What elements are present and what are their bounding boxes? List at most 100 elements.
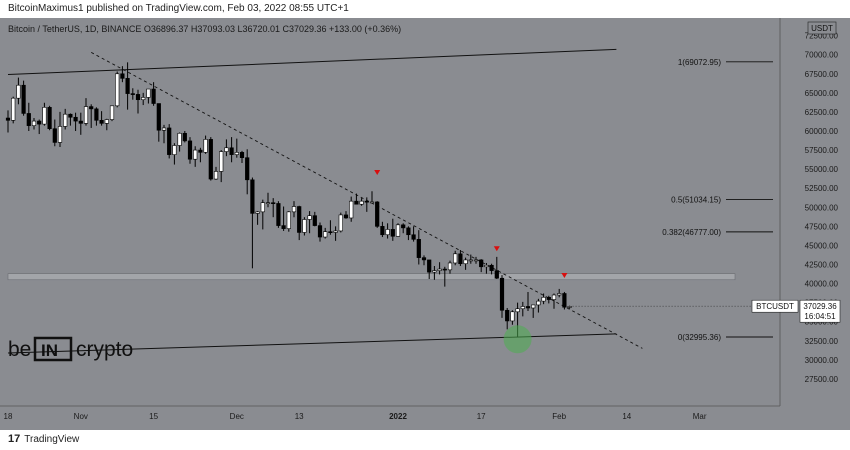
candle — [458, 250, 463, 267]
candle — [307, 211, 312, 234]
currency-badge-box — [807, 21, 837, 35]
x-tick-label: 14 — [622, 412, 631, 421]
y-tick-label: 42500.00 — [805, 260, 839, 269]
candle-body — [239, 152, 245, 158]
candle — [447, 260, 453, 274]
price-tag-value: 37029.36 — [803, 302, 837, 311]
candle — [479, 259, 484, 273]
candle-body — [437, 268, 442, 271]
candle-body — [42, 107, 47, 125]
candle — [219, 150, 224, 183]
candle-body — [83, 106, 89, 124]
candle-body — [297, 206, 302, 233]
candle — [21, 80, 26, 116]
candle — [411, 226, 416, 242]
candle-body — [546, 296, 551, 300]
candle-body — [219, 151, 224, 172]
price-tag-box — [799, 299, 841, 323]
candle — [499, 275, 505, 318]
candle-body — [99, 120, 104, 124]
candle — [343, 211, 349, 219]
candle-body — [520, 306, 525, 310]
candle — [167, 124, 172, 159]
candle-body — [551, 294, 557, 300]
candle — [177, 132, 182, 152]
candle — [26, 102, 31, 131]
candle — [172, 143, 177, 165]
symbol-tag-box — [751, 299, 799, 313]
y-tick-label: 50000.00 — [805, 203, 839, 212]
candle-body — [229, 147, 234, 155]
y-tick-label: 65000.00 — [805, 89, 839, 98]
candle-body — [193, 149, 198, 160]
candle — [536, 298, 541, 313]
candle — [203, 135, 208, 154]
svg-text:be: be — [8, 338, 31, 361]
candle — [161, 124, 167, 144]
candle — [120, 66, 125, 83]
candle — [255, 211, 260, 225]
candle-body — [307, 215, 312, 220]
symbol-tag: BTCUSDT — [751, 299, 799, 313]
x-tick-label: 17 — [477, 412, 486, 421]
publisher-header: BitcoinMaximus1 published on TradingView… — [8, 3, 349, 14]
candle — [349, 196, 354, 222]
candle — [151, 82, 156, 106]
candle-body — [463, 259, 468, 265]
candle — [250, 177, 255, 269]
candle-body — [333, 230, 338, 233]
y-tick-label: 67500.00 — [805, 70, 839, 79]
candle — [557, 288, 562, 298]
candle — [115, 71, 120, 108]
candle — [265, 192, 271, 208]
candle — [442, 266, 447, 287]
candle — [187, 137, 193, 164]
candle-body — [531, 304, 536, 309]
candle-body — [52, 128, 57, 143]
x-tick-label: 15 — [149, 412, 158, 421]
chart-title: Bitcoin / TetherUS, 1D, BINANCE O36896.3… — [8, 24, 401, 34]
currency-label: USDT — [811, 24, 833, 33]
candle-body — [317, 225, 323, 238]
candle-body — [255, 211, 260, 214]
candle-body — [541, 296, 546, 302]
candle — [63, 108, 68, 130]
candle — [135, 89, 141, 114]
candle-body — [291, 206, 297, 213]
svg-text:crypto: crypto — [76, 338, 133, 361]
candle-body — [135, 94, 141, 101]
price-chart[interactable]: 1(69072.95) 0.5(51034.15) 0.382(46777.00) 0… — [0, 18, 850, 430]
candle — [484, 262, 489, 274]
candle-body — [536, 300, 541, 306]
candle-body — [177, 132, 182, 146]
candle-body — [146, 88, 151, 98]
candle-body — [505, 309, 510, 322]
candle-body — [427, 259, 432, 273]
chart-area[interactable]: 1(69072.95) 0.5(51034.15) 0.382(46777.00) 0… — [0, 18, 850, 430]
candle — [42, 102, 47, 126]
candle-body — [167, 127, 172, 155]
candle-body — [473, 259, 479, 262]
candle-body — [224, 147, 229, 152]
candle-body — [510, 311, 515, 322]
candle — [359, 198, 364, 206]
candle — [520, 301, 525, 317]
candle-body — [11, 97, 16, 121]
candle-body — [21, 84, 26, 114]
candle — [281, 206, 286, 231]
candle — [489, 263, 494, 275]
candle-body — [390, 229, 395, 237]
candle-body — [411, 234, 416, 240]
candle — [302, 217, 307, 236]
candle — [57, 111, 63, 148]
candle — [229, 137, 234, 163]
candle — [390, 218, 395, 241]
candle — [245, 149, 250, 195]
fib-level-label: 0(32995.36) — [678, 333, 721, 342]
candle-body — [515, 308, 520, 313]
candle-body — [432, 270, 437, 273]
candle — [453, 250, 458, 266]
candle — [104, 118, 109, 131]
resistance-marker — [493, 246, 500, 252]
y-tick-label: 57500.00 — [805, 146, 839, 155]
